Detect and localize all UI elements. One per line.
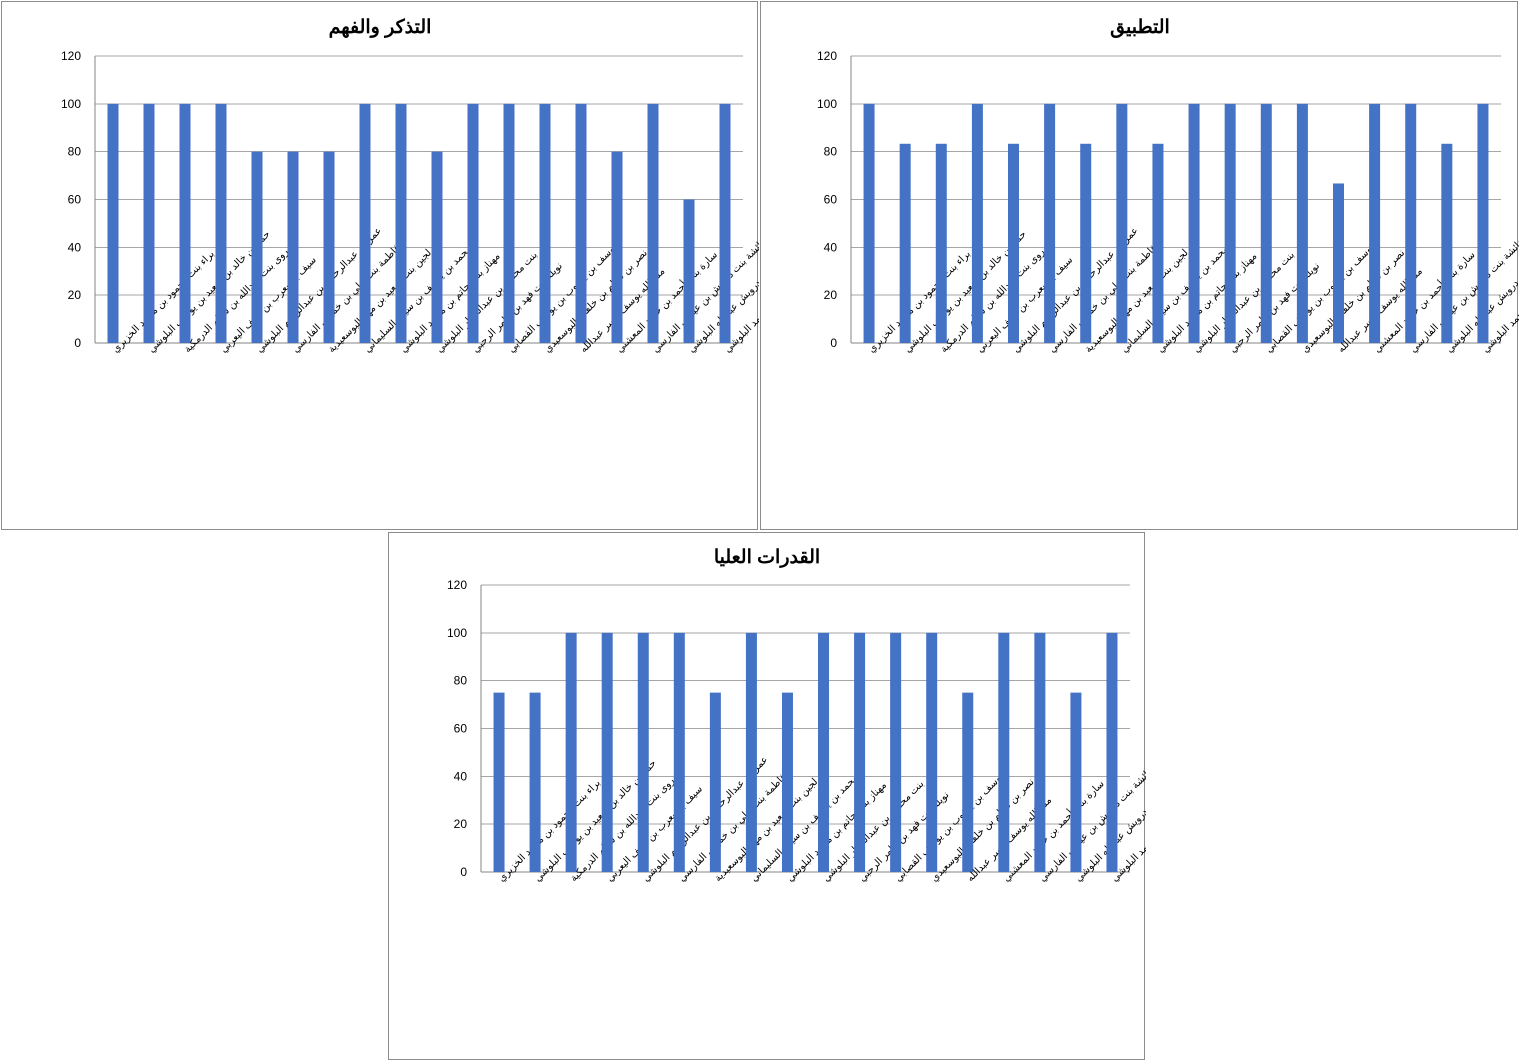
bar xyxy=(215,103,227,343)
bar xyxy=(962,692,974,872)
y-tick-label: 120 xyxy=(817,49,837,63)
bar xyxy=(1044,103,1056,343)
y-tick-label: 80 xyxy=(824,145,838,159)
y-tick-label: 20 xyxy=(68,288,82,302)
bar xyxy=(1116,103,1128,343)
bar xyxy=(251,151,263,343)
y-tick-label: 0 xyxy=(460,865,467,879)
y-tick-label: 0 xyxy=(830,336,837,350)
y-tick-label: 0 xyxy=(74,336,81,350)
bar xyxy=(179,103,191,343)
bar xyxy=(998,632,1010,872)
bar xyxy=(899,143,911,343)
y-tick-label: 40 xyxy=(824,240,838,254)
bar xyxy=(863,103,875,343)
y-tick-label: 120 xyxy=(61,49,81,63)
bar xyxy=(926,632,938,872)
bar xyxy=(781,692,793,872)
bar xyxy=(1296,103,1308,343)
y-tick-label: 80 xyxy=(454,674,468,688)
bar xyxy=(1106,632,1118,872)
bar xyxy=(745,632,757,872)
bar xyxy=(971,103,983,343)
bar xyxy=(709,692,721,872)
bar xyxy=(539,103,551,343)
bar xyxy=(1034,632,1046,872)
chart-panel-recall: التذكر والفهم 0 20 40 60 80 100 120 براء بنت محم… xyxy=(1,1,759,530)
bar xyxy=(395,103,407,343)
bar xyxy=(1369,103,1381,343)
bar xyxy=(854,632,866,872)
y-tick-label: 20 xyxy=(454,817,468,831)
bar xyxy=(503,103,515,343)
bar xyxy=(287,151,299,343)
bar xyxy=(575,103,587,343)
chart-panel-higher-abilities: القدرات العليا 0 20 40 60 80 100 120 براء بنت مح… xyxy=(388,532,1146,1060)
bar xyxy=(637,632,649,872)
y-tick-label: 40 xyxy=(68,240,82,254)
chart-title: التطبيق xyxy=(1110,17,1170,38)
bar xyxy=(1224,103,1236,343)
y-tick-label: 60 xyxy=(68,193,82,207)
y-tick-label: 100 xyxy=(61,97,81,111)
bar xyxy=(601,632,613,872)
y-tick-label: 40 xyxy=(454,769,468,783)
chart-title: القدرات العليا xyxy=(714,547,820,568)
bar xyxy=(107,103,119,343)
bar xyxy=(359,103,371,343)
bar xyxy=(1441,143,1453,343)
bar xyxy=(323,151,335,343)
bar xyxy=(493,692,505,872)
bar xyxy=(565,632,577,872)
bar xyxy=(611,151,623,343)
bar xyxy=(143,103,155,343)
y-tick-label: 100 xyxy=(817,97,837,111)
y-tick-label: 100 xyxy=(447,626,467,640)
bar xyxy=(431,151,443,343)
y-tick-label: 20 xyxy=(824,288,838,302)
bar xyxy=(935,143,947,343)
bar xyxy=(890,632,902,872)
bar xyxy=(529,692,541,872)
bar xyxy=(719,103,731,343)
bar xyxy=(647,103,659,343)
bar xyxy=(1188,103,1200,343)
chart-title: التذكر والفهم xyxy=(329,17,432,38)
y-tick-label: 80 xyxy=(68,145,82,159)
bar xyxy=(1152,143,1164,343)
bar xyxy=(1008,143,1019,343)
bar xyxy=(673,632,685,872)
bar xyxy=(1070,692,1082,872)
bar xyxy=(1405,103,1417,343)
y-tick-label: 60 xyxy=(454,722,468,736)
bar xyxy=(1260,103,1272,343)
y-tick-label: 120 xyxy=(447,578,467,592)
bar xyxy=(683,199,695,343)
bar xyxy=(1477,103,1489,343)
chart-panel-application: التطبيق 0 20 40 60 80 100 120 براء بنت محمود بن … xyxy=(760,1,1519,530)
bar xyxy=(818,632,830,872)
bar xyxy=(1333,183,1344,343)
bar xyxy=(1080,143,1092,343)
bar xyxy=(467,103,479,343)
y-tick-label: 60 xyxy=(824,193,838,207)
